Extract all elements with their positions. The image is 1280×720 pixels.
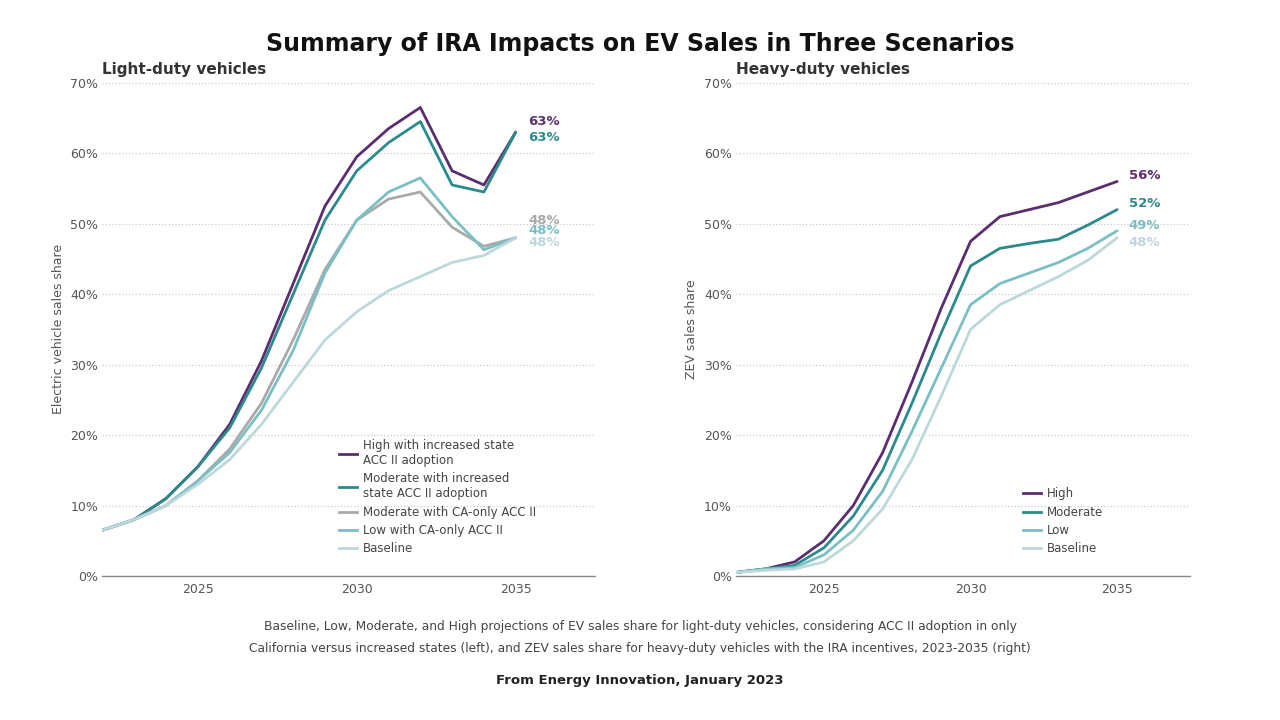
Text: 56%: 56%: [1129, 169, 1161, 182]
Legend: High, Moderate, Low, Baseline: High, Moderate, Low, Baseline: [1023, 487, 1103, 555]
Text: 63%: 63%: [529, 130, 561, 143]
Text: 49%: 49%: [1129, 219, 1161, 232]
Text: From Energy Innovation, January 2023: From Energy Innovation, January 2023: [497, 674, 783, 687]
Text: Baseline, Low, Moderate, and High projections of EV sales share for light-duty v: Baseline, Low, Moderate, and High projec…: [264, 620, 1016, 633]
Text: 63%: 63%: [529, 115, 561, 128]
Legend: High with increased state
ACC II adoption, Moderate with increased
state ACC II : High with increased state ACC II adoptio…: [339, 439, 536, 555]
Text: 48%: 48%: [1129, 235, 1161, 248]
Text: Summary of IRA Impacts on EV Sales in Three Scenarios: Summary of IRA Impacts on EV Sales in Th…: [266, 32, 1014, 56]
Text: Heavy-duty vehicles: Heavy-duty vehicles: [736, 63, 910, 78]
Text: 48%: 48%: [529, 214, 561, 227]
Y-axis label: ZEV sales share: ZEV sales share: [685, 279, 699, 379]
Text: Light-duty vehicles: Light-duty vehicles: [102, 63, 266, 78]
Text: 48%: 48%: [529, 235, 561, 248]
Text: California versus increased states (left), and ZEV sales share for heavy-duty ve: California versus increased states (left…: [250, 642, 1030, 654]
Y-axis label: Electric vehicle sales share: Electric vehicle sales share: [51, 244, 65, 415]
Text: 52%: 52%: [1129, 197, 1160, 210]
Text: 48%: 48%: [529, 224, 561, 238]
